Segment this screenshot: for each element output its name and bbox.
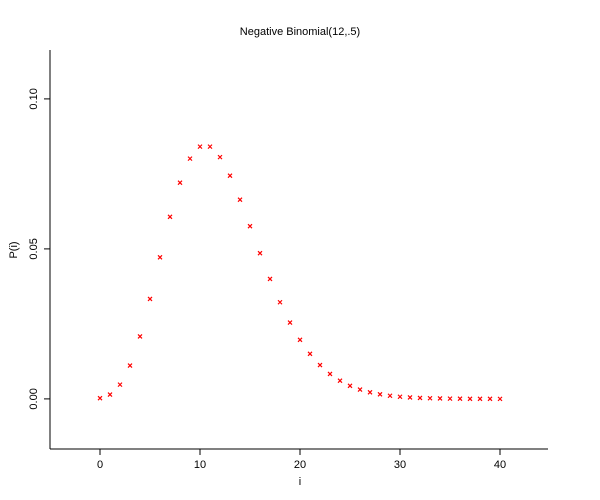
point [377, 391, 383, 397]
point [327, 371, 333, 377]
point [317, 362, 323, 368]
point [367, 389, 373, 395]
point [467, 396, 473, 402]
point [237, 197, 243, 203]
x-axis-label: i [299, 476, 301, 488]
point [197, 144, 203, 150]
x-tick-label: 0 [97, 459, 103, 471]
point [307, 351, 313, 357]
point [407, 395, 413, 400]
point [387, 393, 393, 399]
point [267, 276, 273, 282]
y-tick-label: 0.05 [28, 238, 40, 259]
point [247, 223, 253, 229]
point [347, 383, 353, 389]
point [117, 382, 123, 388]
point [217, 154, 223, 160]
x-tick-label: 30 [394, 459, 406, 471]
y-tick-label: 0.10 [28, 88, 40, 109]
point [167, 214, 173, 220]
point [397, 394, 403, 400]
point [487, 396, 493, 402]
point [417, 395, 423, 401]
point [207, 144, 213, 150]
point [297, 337, 303, 343]
point [287, 320, 293, 326]
y-axis-label: P(i) [8, 241, 20, 258]
point [97, 395, 103, 401]
point [477, 396, 483, 402]
point [227, 173, 233, 179]
point [177, 180, 183, 186]
point [147, 296, 153, 302]
point [187, 156, 193, 162]
point [447, 396, 453, 402]
x-tick-label: 10 [194, 459, 206, 471]
x-tick-label: 20 [294, 459, 306, 471]
point [277, 299, 283, 305]
chart-title: Negative Binomial(12,.5) [240, 26, 360, 38]
point [427, 395, 433, 401]
point [497, 396, 503, 402]
point [357, 387, 363, 392]
y-tick-label: 0.00 [28, 388, 40, 409]
point [437, 396, 443, 401]
point [137, 333, 143, 339]
point [107, 392, 113, 397]
point [457, 396, 463, 402]
x-tick-label: 40 [494, 459, 506, 471]
point [127, 363, 133, 368]
point [337, 378, 343, 384]
point [157, 254, 163, 260]
point [257, 250, 263, 256]
